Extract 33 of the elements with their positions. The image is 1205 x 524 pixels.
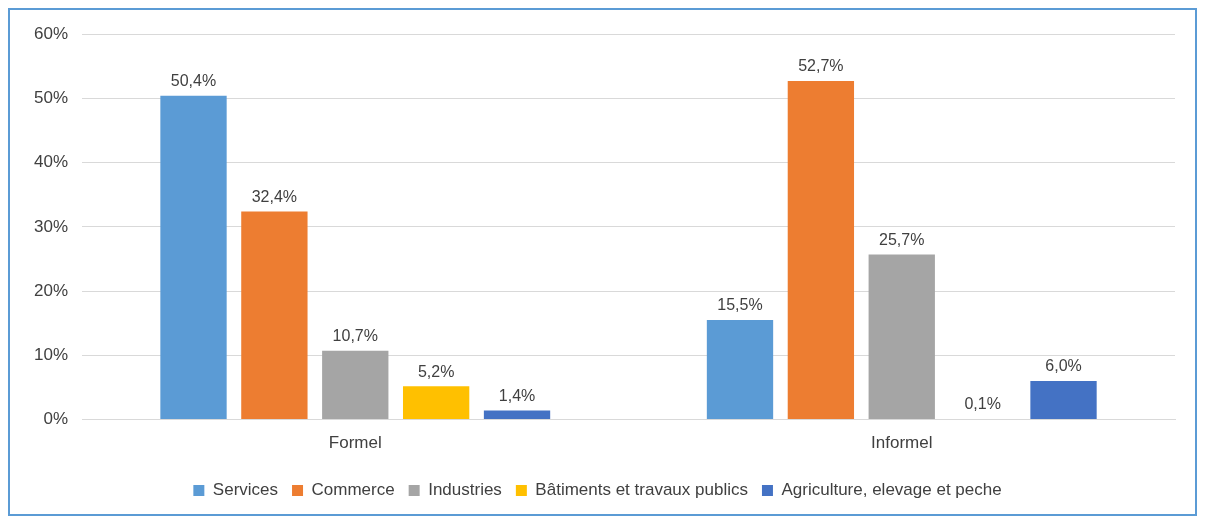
data-label: 6,0% xyxy=(1045,357,1082,375)
bar xyxy=(483,410,551,420)
y-tick-label: 60% xyxy=(33,23,69,43)
y-tick-label: 0% xyxy=(43,409,69,429)
legend-label: Commerce xyxy=(311,480,395,500)
x-tick-label: Formel xyxy=(328,433,382,453)
legend-label: Bâtiments et travaux publics xyxy=(535,480,748,500)
data-label: 52,7% xyxy=(798,57,844,75)
legend-label: Industries xyxy=(428,480,502,500)
y-tick-label: 20% xyxy=(33,280,69,300)
bar xyxy=(241,211,308,420)
data-label: 25,7% xyxy=(879,230,925,248)
bar xyxy=(160,95,227,420)
bar xyxy=(1030,381,1097,420)
bar xyxy=(402,386,470,420)
y-tick-label: 10% xyxy=(33,345,69,365)
data-label: 32,4% xyxy=(251,187,298,205)
y-tick-label: 30% xyxy=(33,216,69,236)
x-tick-label: Informel xyxy=(871,433,933,453)
bar xyxy=(322,350,389,420)
legend-label: Agriculture, elevage et peche xyxy=(781,480,1002,500)
bar xyxy=(868,254,935,420)
data-label: 15,5% xyxy=(717,296,763,314)
legend-label: Services xyxy=(212,480,279,500)
bar xyxy=(706,320,774,420)
data-label: 50,4% xyxy=(170,72,217,90)
data-label: 0,1% xyxy=(964,395,1001,413)
y-tick-label: 50% xyxy=(33,88,69,108)
data-label: 5,2% xyxy=(417,362,455,380)
data-label: 1,4% xyxy=(498,387,536,405)
data-label: 10,7% xyxy=(332,327,378,345)
bar xyxy=(787,81,855,420)
y-tick-label: 40% xyxy=(33,152,69,172)
